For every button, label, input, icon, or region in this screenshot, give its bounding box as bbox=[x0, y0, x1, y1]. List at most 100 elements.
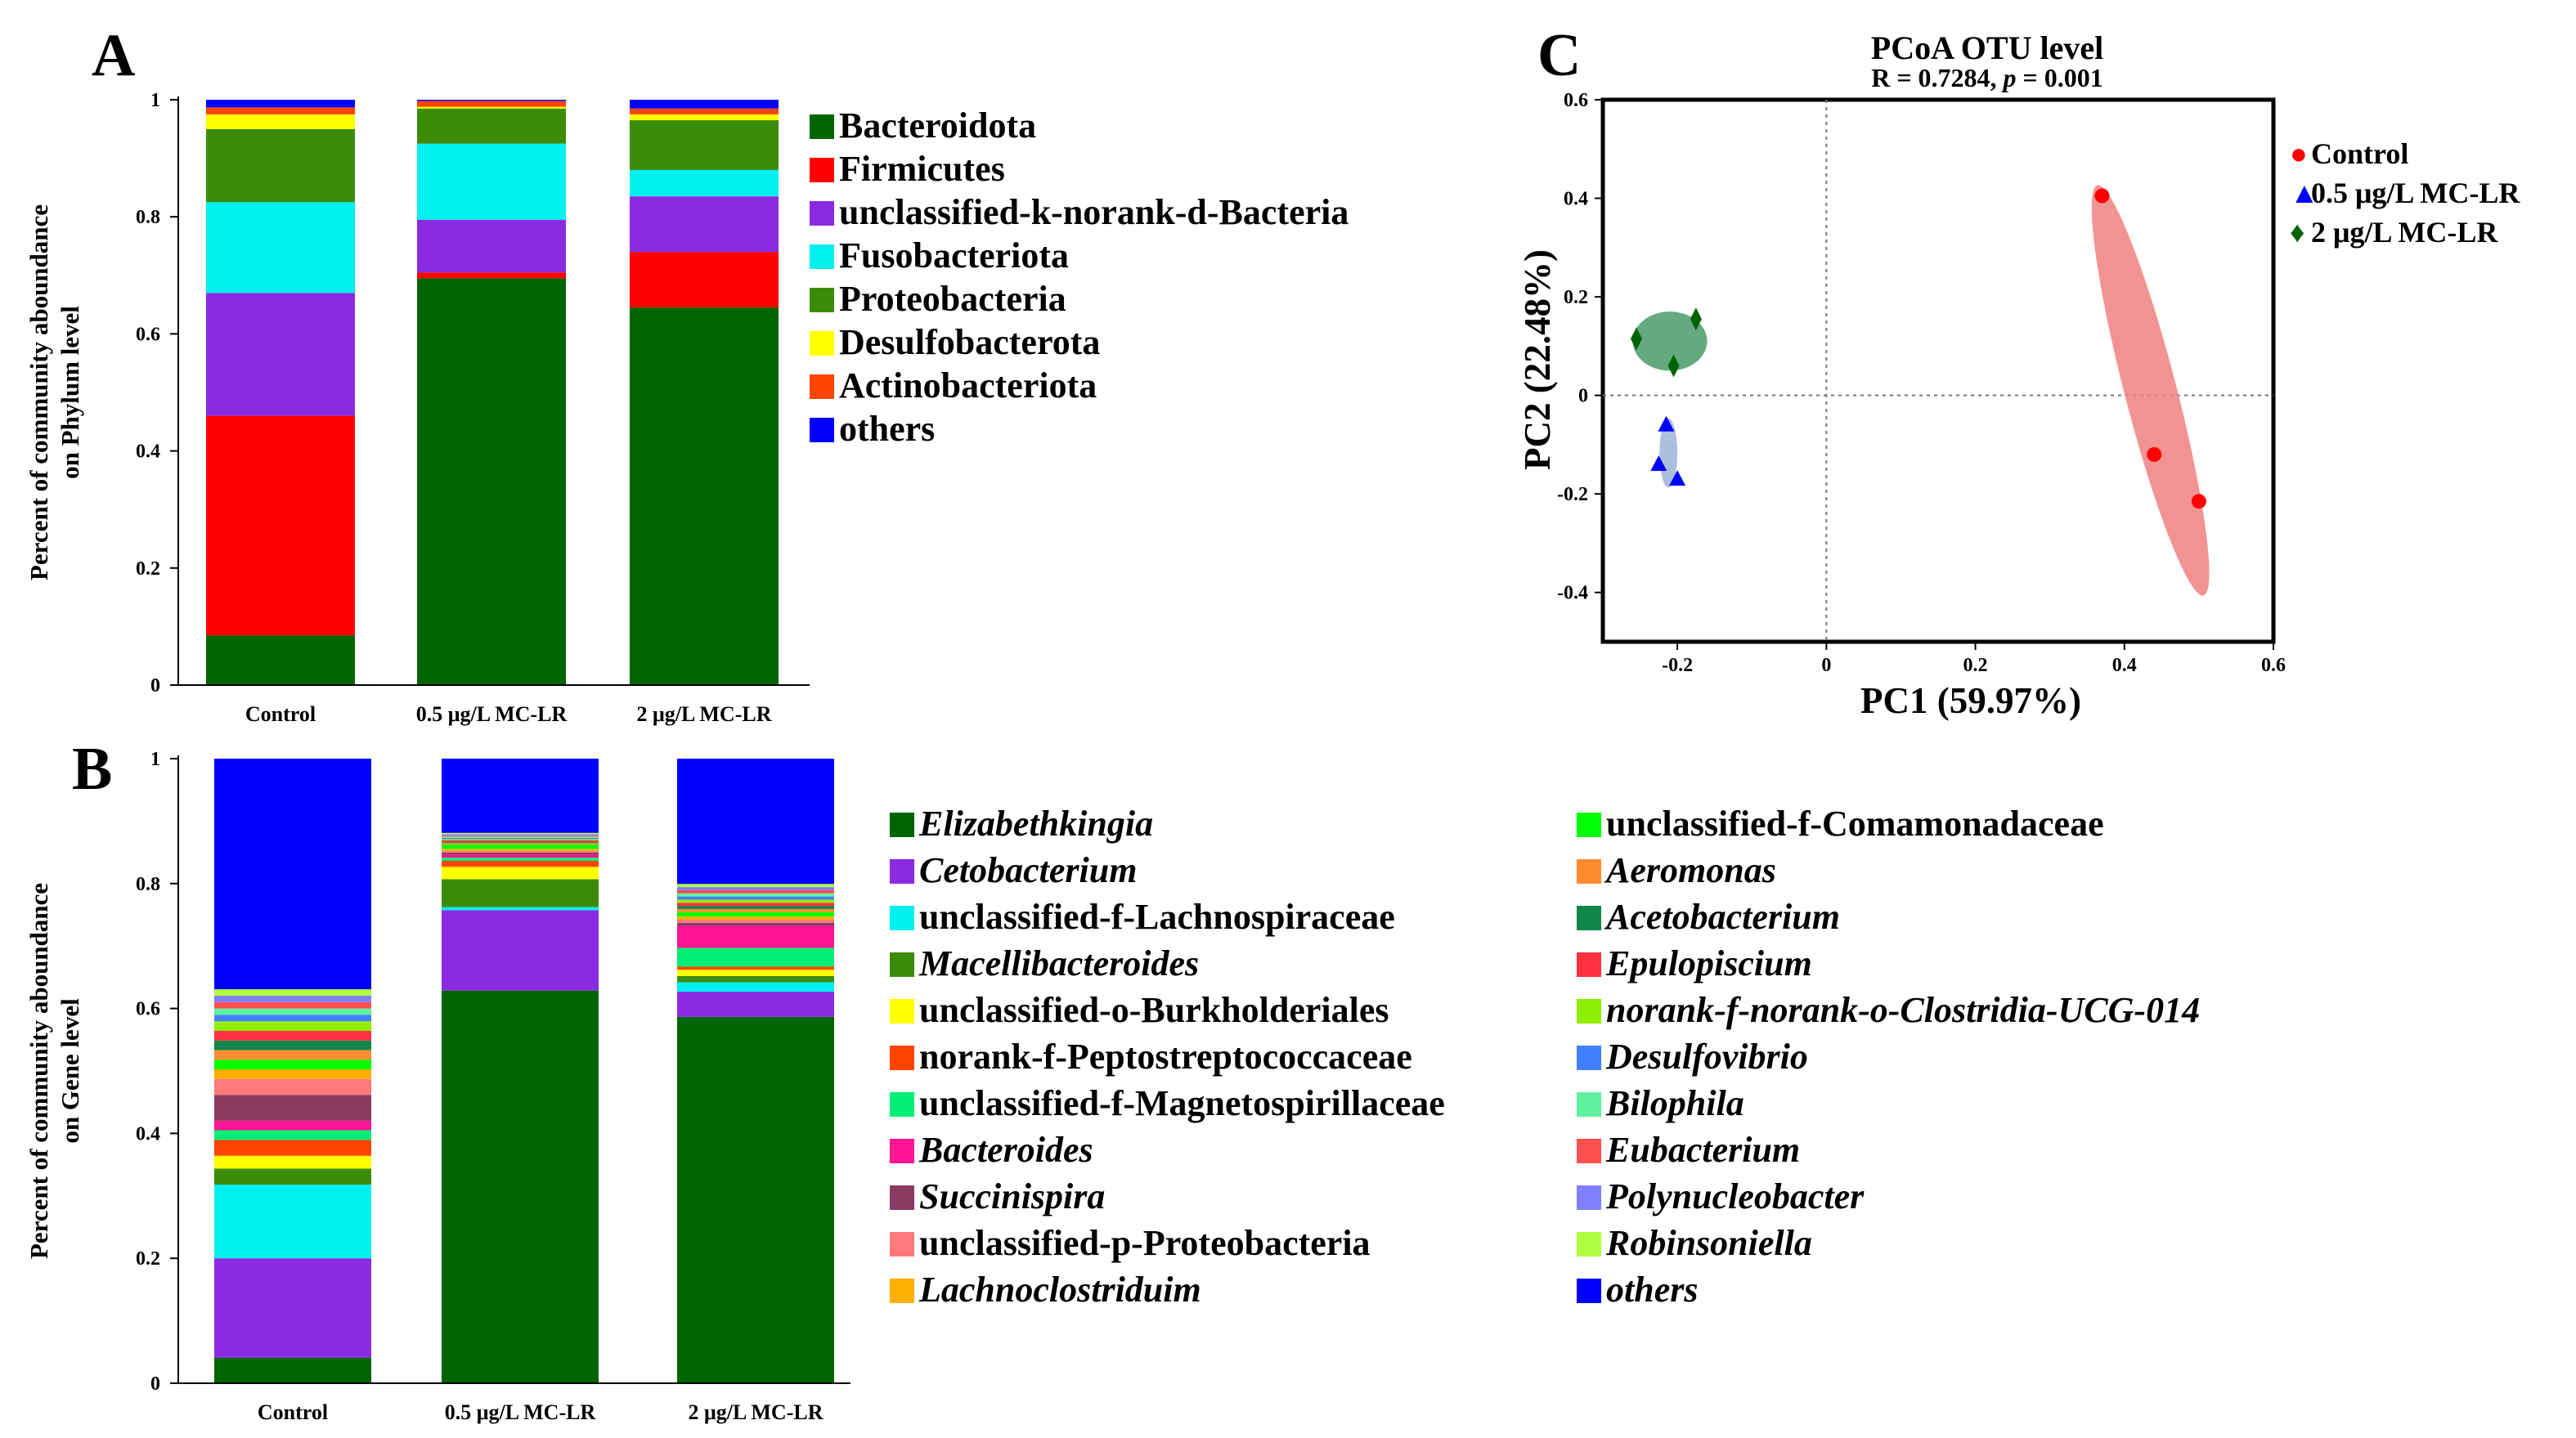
panel-a-legend-swatch bbox=[810, 331, 834, 356]
panel-b-legend-label: Lachnoclostriduim bbox=[918, 1270, 1201, 1310]
pcoa-x-axis-label: PC1 (59.97%) bbox=[1860, 680, 2081, 721]
panel-a-bar-segment bbox=[206, 114, 355, 129]
panel-a-bar-segment bbox=[630, 169, 779, 197]
panel-a-bar-segment bbox=[206, 415, 355, 636]
pcoa-point bbox=[1631, 327, 1642, 351]
panel-b-bar-segment bbox=[677, 947, 834, 967]
panel-b-legend-label: Bacteroides bbox=[918, 1130, 1093, 1170]
panel-b-legend-label: norank-f-norank-o-Clostridia-UCG-014 bbox=[1606, 990, 2200, 1030]
panel-b-bar-segment bbox=[677, 899, 834, 903]
panel-a-bar-segment bbox=[417, 219, 566, 273]
panel-b-bar-segment bbox=[677, 919, 834, 923]
panel-a-bar-segment bbox=[630, 196, 779, 253]
panel-b-bar-segment bbox=[442, 832, 599, 835]
panel-b-bar-segment bbox=[214, 1021, 371, 1032]
panel-b-bar-segment bbox=[677, 912, 834, 917]
panel-b-legend-label: Macellibacteroides bbox=[918, 943, 1199, 983]
panel-b-bar-segment bbox=[677, 925, 834, 948]
panel-b-bar-segment bbox=[214, 759, 371, 990]
panel-b-y-axis-label-2: on Gene level bbox=[56, 998, 84, 1144]
pcoa-y-tick-label: -0.2 bbox=[1557, 484, 1588, 505]
panel-b-legend-swatch bbox=[890, 999, 914, 1024]
panel-a-legend-label: Bacteroidota bbox=[839, 105, 1036, 146]
panel-b-bar-segment bbox=[677, 916, 834, 920]
panel-b-bar-segment bbox=[442, 842, 599, 845]
panel-b-category-label: 2 μg/L MC-LR bbox=[689, 1400, 824, 1424]
panel-a-legend-label: Firmicutes bbox=[839, 149, 1005, 189]
panel-a-y-tick-label: 0.2 bbox=[136, 558, 160, 580]
panel-b-bar-segment bbox=[677, 896, 834, 900]
panel-b-bar-segment bbox=[214, 1130, 371, 1140]
panel-a-y-tick-label: 0.6 bbox=[136, 324, 160, 345]
pcoa-x-tick-label: -0.2 bbox=[1662, 655, 1693, 676]
panel-b-y-tick-label: 0.8 bbox=[136, 874, 160, 895]
pcoa-legend-label: Control bbox=[2311, 137, 2408, 170]
panel-b-legend-label: Robinsoniella bbox=[1605, 1223, 1812, 1263]
panel-c-pcoa-chart: PCoA OTU level R = 0.7284, p = 0.001 -0.… bbox=[1517, 29, 2520, 721]
pcoa-point bbox=[1650, 455, 1667, 472]
panel-b-legend-label: others bbox=[1606, 1270, 1698, 1310]
panel-b-category-label: Control bbox=[258, 1400, 328, 1424]
panel-a-bar-segment bbox=[417, 272, 566, 279]
panel-a-legend-label: others bbox=[839, 409, 935, 449]
panel-b-bar-segment bbox=[214, 1078, 371, 1095]
panel-a-category-label: Control bbox=[245, 702, 316, 726]
panel-a-bar-segment bbox=[417, 143, 566, 220]
panel-b-bar-segment bbox=[442, 852, 599, 855]
panel-a-legend-swatch bbox=[810, 201, 834, 226]
panel-a-bar-segment bbox=[630, 120, 779, 170]
panel-a-legend-swatch bbox=[810, 374, 834, 399]
panel-a-legend-label: Proteobacteria bbox=[839, 279, 1066, 319]
panel-b-bar-segment bbox=[214, 989, 371, 996]
panel-b-legend-swatch bbox=[890, 1139, 914, 1163]
pcoa-title: PCoA OTU level bbox=[1871, 29, 2103, 66]
panel-b-bar-segment bbox=[677, 922, 834, 926]
panel-b-bar-segment bbox=[442, 879, 599, 907]
pcoa-y-tick-label: 0.2 bbox=[1564, 287, 1588, 308]
pcoa-point bbox=[1690, 307, 1702, 331]
panel-a-legend-label: Fusobacteriota bbox=[839, 235, 1069, 276]
panel-a-legend-swatch bbox=[810, 288, 834, 312]
panel-b-legend-swatch bbox=[1577, 1046, 1601, 1070]
panel-b-legend-swatch bbox=[890, 1092, 914, 1117]
panel-b-bar-segment bbox=[214, 1168, 371, 1185]
panel-b-legend-label: norank-f-Peptostreptococcaceae bbox=[919, 1037, 1412, 1077]
pcoa-subtitle-prefix: R = 0.7284, bbox=[1871, 63, 2003, 92]
pcoa-x-tick-label: 0.2 bbox=[1963, 655, 1988, 676]
panel-b-legend-label: unclassified-p-Proteobacteria bbox=[919, 1223, 1371, 1263]
panel-b-legend-label: Cetobacterium bbox=[919, 850, 1137, 890]
panel-b-bar-segment bbox=[677, 884, 834, 888]
panel-a-y-axis-label-2: on Phylum level bbox=[56, 306, 84, 479]
panel-a-category-label: 0.5 μg/L MC-LR bbox=[416, 702, 568, 726]
panel-b-bar-segment bbox=[442, 837, 599, 840]
panel-a-bar-segment bbox=[417, 278, 566, 685]
panel-b-bar-segment bbox=[677, 975, 834, 983]
panel-b-bar-segment bbox=[677, 966, 834, 970]
pcoa-legend-marker: ● bbox=[2290, 137, 2308, 170]
panel-b-bar-segment bbox=[214, 995, 371, 1002]
pcoa-y-axis-label: PC2 (22.48%) bbox=[1517, 249, 1558, 470]
panel-b-y-tick-label: 0 bbox=[150, 1373, 160, 1395]
panel-b-legend-label: unclassified-f-Magnetospirillaceae bbox=[919, 1083, 1445, 1123]
panel-a-legend-label: Actinobacteriota bbox=[839, 365, 1097, 405]
panel-b-bar-segment bbox=[442, 990, 599, 1383]
panel-b-category-label: 0.5 μg/L MC-LR bbox=[445, 1400, 596, 1424]
panel-b-bar-segment bbox=[677, 992, 834, 1017]
panel-a-bar-segment bbox=[206, 293, 355, 416]
panel-a-bar-segment bbox=[630, 114, 779, 121]
panel-b-legend-swatch bbox=[890, 1185, 914, 1210]
panel-b-y-tick-label: 1 bbox=[150, 749, 160, 770]
panel-b-legend-swatch bbox=[1577, 1185, 1601, 1210]
panel-a-category-label: 2 μg/L MC-LR bbox=[637, 702, 772, 726]
panel-b-legend-label: Succinispira bbox=[919, 1176, 1105, 1216]
panel-b-legend-label: Bilophila bbox=[1605, 1083, 1744, 1123]
pcoa-legend-label: 0.5 μg/L MC-LR bbox=[2311, 177, 2520, 209]
panel-b-bar-segment bbox=[442, 834, 599, 835]
pcoa-point bbox=[2191, 494, 2206, 509]
panel-b-legend-swatch bbox=[1577, 1139, 1601, 1163]
pcoa-x-tick-label: 0 bbox=[1821, 655, 1831, 676]
panel-b-legend-swatch bbox=[1577, 999, 1601, 1024]
panel-a-bar-segment bbox=[206, 202, 355, 293]
panel-a-bar-segment bbox=[206, 128, 355, 203]
